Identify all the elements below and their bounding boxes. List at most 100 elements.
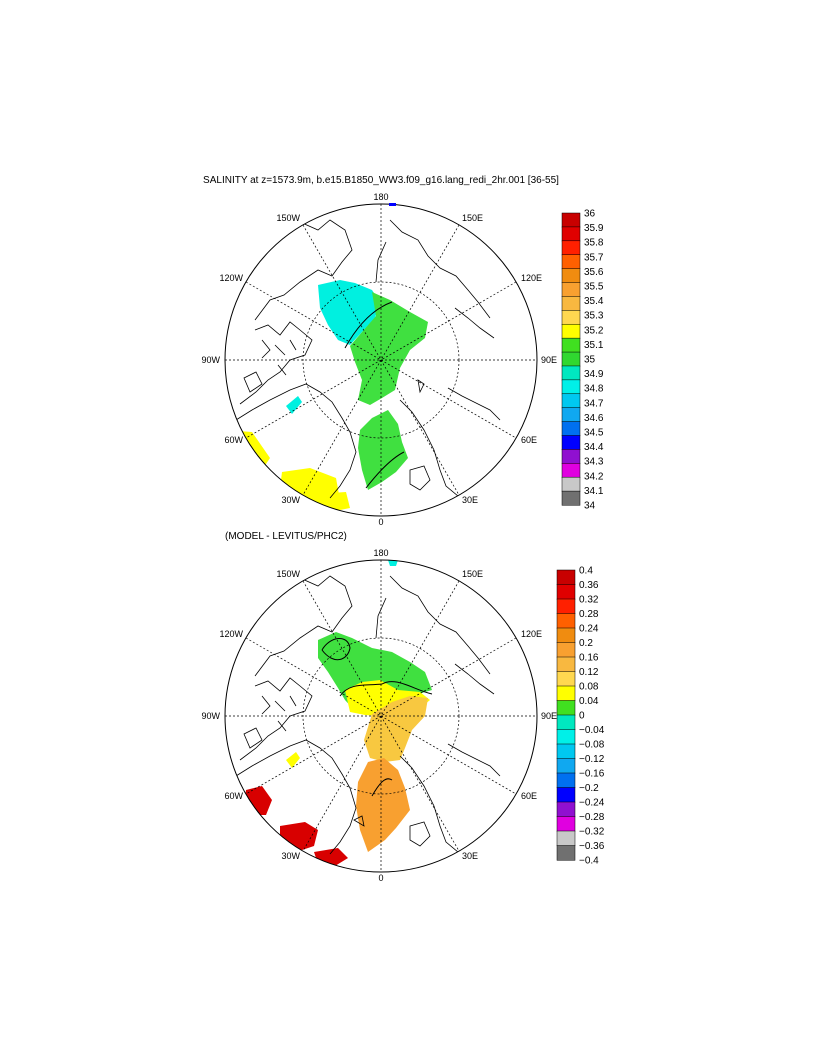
- bottom-colorbar-swatch: [556, 671, 576, 687]
- bottom-colorbar-swatch: [556, 700, 576, 716]
- bottom-contour-loop: [321, 638, 351, 661]
- top-colorbar-label: 35.7: [584, 252, 604, 263]
- top-contour-lower: [365, 451, 405, 489]
- bottom-colorbar-label: 0.4: [579, 566, 593, 577]
- top-lon-180: 180: [373, 192, 388, 202]
- top-cyan-field: [318, 280, 380, 345]
- top-title: SALINITY at z=1573.9m, b.e15.B1850_WW3.f…: [203, 175, 559, 186]
- bottom-colorbar-label: −0.04: [579, 725, 605, 736]
- top-colorbar-swatch: [561, 351, 581, 367]
- top-colorbar-swatch: [561, 365, 581, 381]
- top-lon-60e: 60E: [521, 435, 537, 445]
- bottom-colorbar-swatch: [556, 584, 576, 600]
- bottom-colorbar-label: 0: [579, 711, 585, 722]
- bottom-map-frame: [224, 559, 538, 873]
- top-colorbar-label: 34.5: [584, 428, 604, 439]
- bottom-colorbar-label: −0.24: [579, 798, 605, 809]
- bottom-colorbar-label: −0.28: [579, 812, 605, 823]
- bottom-lon-120w: 120W: [219, 629, 243, 639]
- bottom-colorbar-label: 0.32: [579, 595, 599, 606]
- bottom-colorbar-swatch: [556, 758, 576, 774]
- top-colorbar-swatch: [561, 393, 581, 409]
- bottom-colorbar-label: 0.16: [579, 653, 599, 664]
- bottom-lon-90w: 90W: [201, 711, 220, 721]
- bottom-colorbar-label: −0.16: [579, 769, 605, 780]
- top-colorbar-swatch: [561, 282, 581, 297]
- bottom-colorbar-swatch: [556, 714, 576, 731]
- bottom-yellow-patch: [286, 752, 300, 768]
- top-colorbar: 36 35.9 35.8 35.7 35.6 35.5 35.4 35.3 35.2 35.1 35…: [561, 209, 604, 512]
- bottom-colorbar-swatch: [556, 801, 576, 818]
- bottom-lon-150w: 150W: [276, 569, 300, 579]
- bottom-colorbar-swatch: [556, 598, 576, 615]
- bottom-colorbar-label: −0.2: [579, 783, 599, 794]
- top-green-field: [350, 292, 428, 405]
- top-blue-patch: [389, 203, 396, 206]
- bottom-colorbar-swatch: [556, 743, 576, 760]
- bottom-colorbar-swatch: [556, 729, 576, 745]
- bottom-lon-150e: 150E: [462, 569, 483, 579]
- top-colorbar-label: 34: [584, 501, 596, 512]
- top-contour: [344, 301, 393, 349]
- top-colorbar-label: 34.6: [584, 413, 604, 424]
- bottom-colorbar-swatch: [556, 816, 576, 832]
- bottom-colorbar-label: −0.08: [579, 740, 605, 751]
- top-colorbar-swatch: [561, 323, 581, 339]
- bottom-contour-lower: [371, 778, 393, 797]
- bottom-coastlines: [235, 575, 501, 859]
- top-colorbar-swatch: [561, 296, 581, 311]
- top-map: [225, 204, 537, 516]
- top-colorbar-label: 35.8: [584, 238, 604, 249]
- bottom-colorbar-label: 0.04: [579, 696, 599, 707]
- bottom-colorbar-label: −0.36: [579, 841, 605, 852]
- top-colorbar-swatch: [561, 226, 581, 242]
- top-lon-60w: 60W: [224, 435, 243, 445]
- bottom-lon-0: 0: [378, 873, 383, 883]
- bottom-lon-30e: 30E: [462, 851, 478, 861]
- bottom-red-patch-west: [244, 786, 272, 815]
- bottom-colorbar-swatch: [556, 627, 576, 644]
- bottom-colorbar-label: 0.28: [579, 609, 599, 620]
- top-colorbar-label: 35.4: [584, 296, 604, 307]
- bottom-contour: [339, 681, 433, 697]
- bottom-cyan-patch: [388, 560, 398, 566]
- top-colorbar-swatch: [561, 240, 581, 256]
- top-colorbar-swatch: [561, 310, 581, 325]
- top-colorbar-label: 35.9: [584, 223, 604, 234]
- top-colorbar-label: 35.5: [584, 282, 604, 293]
- top-yellow-patch-south: [316, 492, 350, 512]
- top-colorbar-swatch: [561, 337, 581, 353]
- top-colorbar-label: 35: [584, 355, 596, 366]
- top-colorbar-label: 35.6: [584, 267, 604, 278]
- top-lon-0: 0: [378, 517, 383, 527]
- bottom-graticule: [225, 560, 537, 872]
- top-colorbar-swatch: [561, 490, 581, 506]
- bottom-title: (MODEL - LEVITUS/PHC2): [225, 531, 347, 542]
- top-colorbar-swatch: [561, 463, 581, 478]
- top-colorbar-label: 34.7: [584, 398, 604, 409]
- top-colorbar-swatch: [561, 407, 581, 423]
- bottom-colorbar-label: 0.08: [579, 682, 599, 693]
- bottom-colorbar-swatch: [556, 569, 576, 586]
- top-cyan-patch: [286, 396, 302, 414]
- bottom-lon-120e: 120E: [521, 629, 542, 639]
- top-colorbar-label: 36: [584, 209, 596, 220]
- top-colorbar-swatch: [561, 268, 581, 284]
- bottom-colorbar-swatch: [556, 830, 576, 847]
- top-colorbar-label: 34.1: [584, 486, 604, 497]
- top-colorbar-label: 35.3: [584, 311, 604, 322]
- top-map-frame: [224, 203, 538, 517]
- bottom-colorbar-label: 0.12: [579, 667, 599, 678]
- top-colorbar-swatch: [561, 212, 581, 228]
- top-colorbar-swatch: [561, 421, 581, 437]
- top-lon-120w: 120W: [219, 273, 243, 283]
- top-colorbar-label: 34.4: [584, 442, 604, 453]
- bottom-colorbar: 0.4 0.36 0.32 0.28 0.24 0.2 0.16 0.12 0.08 0.04 0 −…: [556, 566, 605, 867]
- top-lon-90w: 90W: [201, 355, 220, 365]
- top-colorbar-swatch: [561, 379, 581, 395]
- bottom-colorbar-label: −0.12: [579, 754, 605, 765]
- bottom-colorbar-swatch: [556, 642, 576, 658]
- top-green-field-lower: [358, 410, 408, 490]
- bottom-colorbar-swatch: [556, 845, 576, 861]
